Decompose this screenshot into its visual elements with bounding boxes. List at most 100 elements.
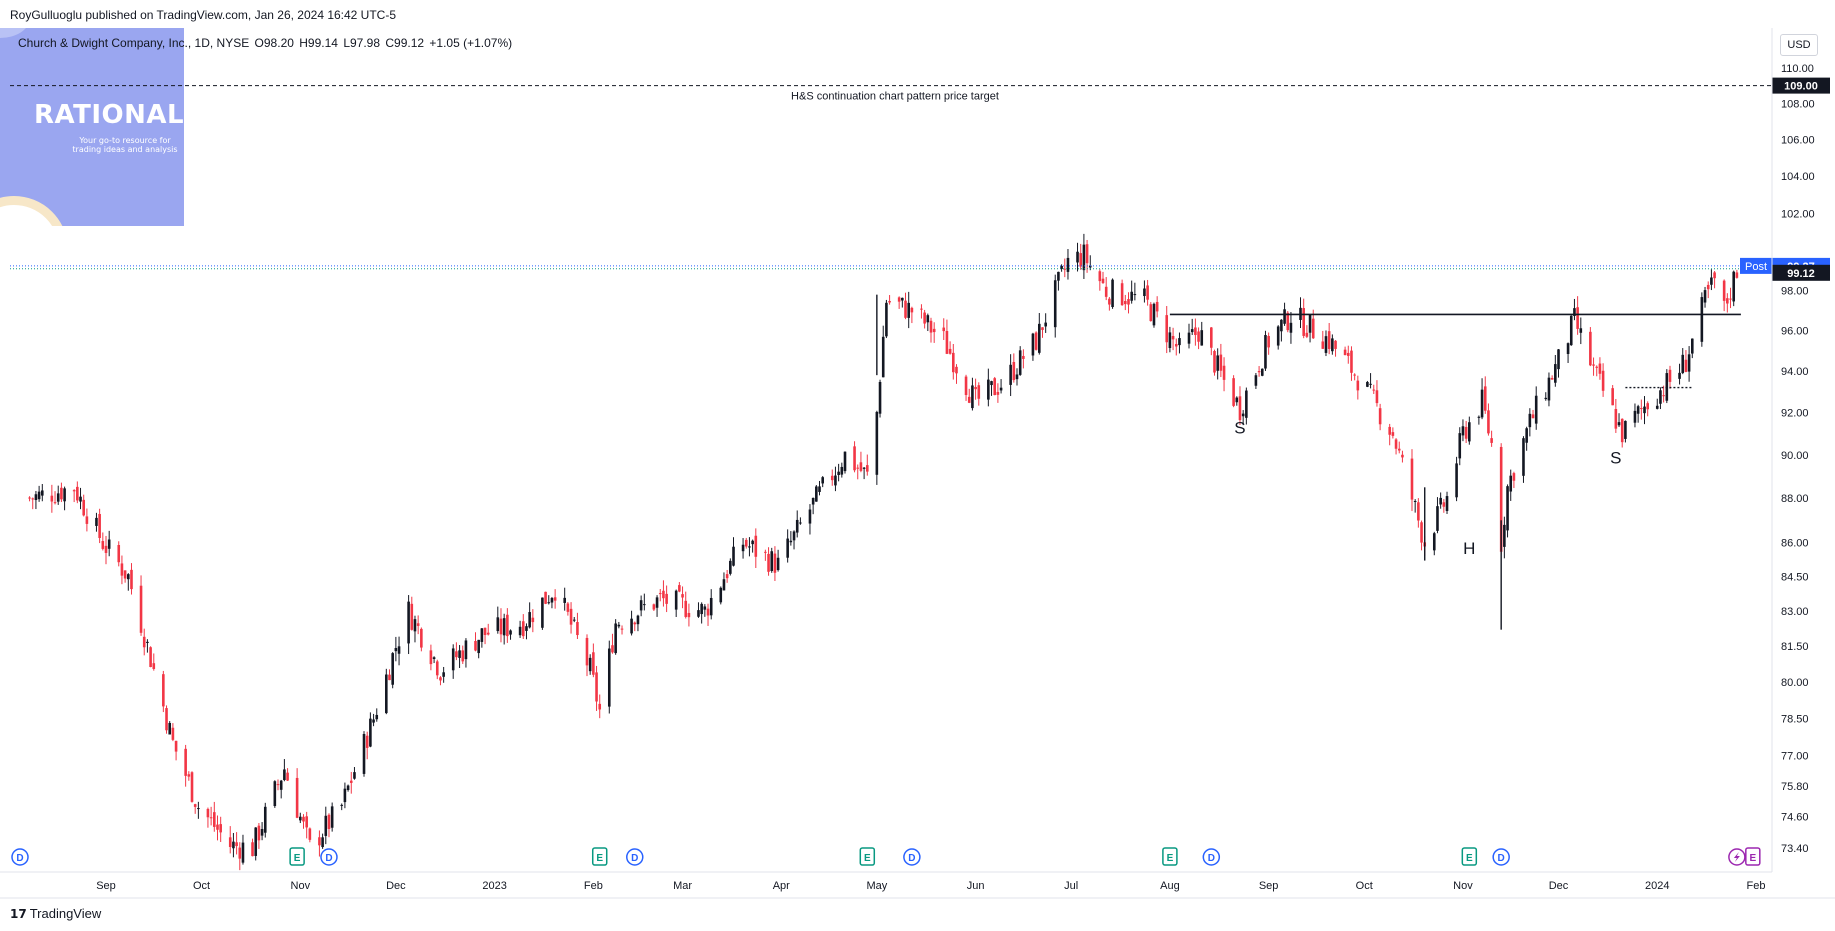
- candle: [486, 623, 490, 636]
- symbol-legend[interactable]: Church & Dwight Company, Inc., 1D, NYSE …: [18, 36, 514, 50]
- candle: [617, 621, 621, 629]
- candle: [127, 573, 130, 591]
- dividend-marker-icon[interactable]: D: [11, 848, 29, 866]
- symbol-low: L97.98: [343, 36, 381, 50]
- candle: [257, 822, 261, 849]
- candle-body: [595, 672, 598, 702]
- candle: [926, 313, 930, 332]
- candle-body: [1528, 413, 1532, 428]
- candle: [1668, 365, 1672, 389]
- candle: [1038, 312, 1041, 355]
- dividend-marker-icon[interactable]: D: [1202, 848, 1221, 866]
- candle-body: [729, 560, 732, 574]
- candle-body: [1302, 308, 1305, 336]
- dividend-marker-icon[interactable]: D: [1492, 848, 1510, 866]
- pattern-label: S: [1234, 419, 1245, 438]
- candle: [585, 634, 589, 677]
- candle-body: [327, 814, 331, 829]
- dividend-letter: D: [908, 853, 915, 864]
- candle: [1509, 469, 1513, 501]
- candle-body: [232, 841, 235, 849]
- x-tick-label: Sep: [96, 880, 116, 892]
- candle: [120, 555, 124, 585]
- candle: [528, 602, 531, 629]
- candle: [525, 623, 528, 640]
- candle-body: [901, 297, 904, 301]
- candle: [865, 454, 869, 476]
- candle: [369, 712, 372, 748]
- candle: [165, 705, 168, 734]
- candle: [1149, 302, 1153, 322]
- earnings-box: [1162, 847, 1178, 866]
- dividend-marker-icon[interactable]: D: [320, 848, 338, 866]
- candle-body: [40, 490, 44, 496]
- earnings-marker-icon[interactable]: E: [289, 847, 305, 866]
- candle-body: [993, 378, 997, 396]
- candle: [920, 304, 923, 319]
- candle-body: [1735, 272, 1739, 278]
- candle-body: [1397, 448, 1401, 451]
- candle: [907, 291, 911, 329]
- dividend-marker-icon[interactable]: D: [626, 848, 644, 866]
- candle-body: [98, 513, 101, 538]
- candle: [219, 816, 222, 843]
- candle-body: [28, 497, 31, 499]
- earnings-marker-icon[interactable]: E: [1162, 847, 1178, 866]
- earnings-marker-icon[interactable]: E: [1745, 847, 1761, 866]
- candle: [1101, 271, 1105, 284]
- y-tick-label: 110.00: [1781, 63, 1814, 75]
- candle: [862, 466, 866, 480]
- candle-body: [518, 626, 522, 636]
- candle-body: [1063, 268, 1067, 270]
- candle: [1614, 398, 1618, 433]
- candle-body: [1108, 298, 1111, 305]
- dividend-marker-icon[interactable]: D: [903, 848, 921, 866]
- candle-body: [1668, 369, 1672, 382]
- y-tick-label: 108.00: [1781, 98, 1815, 110]
- candle: [843, 451, 847, 474]
- candle: [1280, 319, 1283, 342]
- candle: [1522, 436, 1525, 483]
- y-tick-label: 96.00: [1781, 325, 1809, 337]
- y-tick-label: 86.00: [1781, 538, 1809, 550]
- candle: [681, 586, 684, 609]
- candle: [1241, 410, 1245, 426]
- candle: [228, 826, 232, 854]
- candle: [945, 319, 949, 355]
- candle-body: [945, 330, 949, 354]
- candle-body: [697, 610, 700, 617]
- candle-body: [1700, 297, 1704, 342]
- last-price-value: 99.12: [1787, 268, 1815, 280]
- candle: [283, 759, 286, 782]
- candle-body: [63, 488, 66, 502]
- candle: [1174, 338, 1178, 356]
- candle: [63, 486, 66, 511]
- candle-body: [235, 842, 238, 847]
- candle: [639, 595, 643, 617]
- dividend-circle: [626, 848, 644, 866]
- candle-body: [193, 804, 197, 807]
- candle: [569, 602, 573, 634]
- candle: [241, 834, 245, 865]
- candle-body: [655, 597, 659, 608]
- candle: [435, 659, 439, 680]
- earnings-marker-icon[interactable]: E: [1461, 847, 1478, 866]
- currency-button[interactable]: USD: [1780, 34, 1818, 56]
- candle-body: [420, 628, 423, 648]
- candle-body: [1620, 418, 1624, 443]
- candle: [353, 767, 356, 780]
- candle: [990, 380, 993, 396]
- candle-body: [388, 674, 391, 681]
- candle: [1678, 363, 1681, 385]
- split-marker-icon[interactable]: [1728, 848, 1746, 866]
- candle: [82, 494, 86, 517]
- earnings-marker-icon[interactable]: E: [859, 847, 876, 866]
- tradingview-logo[interactable]: 17 TradingView: [10, 906, 101, 921]
- candle: [1569, 315, 1573, 346]
- candle: [1525, 426, 1528, 451]
- candle: [142, 628, 146, 656]
- earnings-marker-icon[interactable]: E: [591, 847, 608, 866]
- candle: [1659, 387, 1662, 410]
